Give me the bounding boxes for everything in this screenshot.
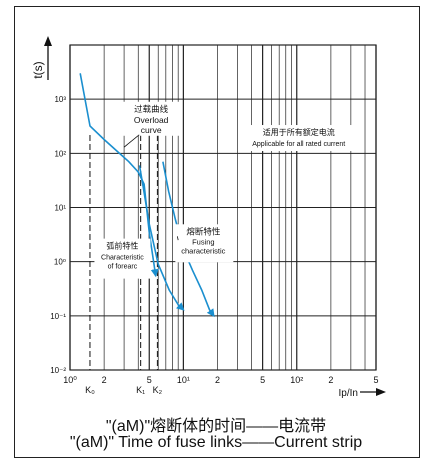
overload-label-en-1: Overload	[134, 115, 169, 125]
y-tick-label: 10³	[54, 95, 66, 104]
applicable-label-bg	[244, 125, 355, 152]
fusing-label-zh: 熔断特性	[186, 226, 221, 236]
x-tick-label: 2	[328, 375, 333, 385]
overload-label-zh: 过载曲线	[134, 104, 169, 114]
y-tick-label: 10²	[54, 149, 66, 158]
overload-leader-line	[123, 134, 140, 148]
plot-border	[69, 44, 377, 371]
forearc-label-en-1: Characteristic	[101, 255, 144, 262]
overload-label-en-2: curve	[141, 125, 162, 135]
curve-forearc	[138, 165, 185, 311]
fusing-label-en-1: Fusing	[192, 237, 215, 246]
k-marker-label: K₂	[153, 385, 163, 395]
forearc-label-zh: 弧前特性	[106, 241, 138, 251]
k-marker-label: K₀	[85, 385, 95, 395]
applicable-label-zh: 适用于所有额定电流	[263, 127, 335, 137]
x-tick-label: 2	[102, 375, 107, 385]
y-tick-label: 10⁻¹	[50, 312, 66, 321]
x-tick-label: 5	[373, 375, 378, 385]
y-tick-label: 10¹	[54, 204, 66, 213]
x-tick-label: 10²	[290, 375, 303, 385]
forearc-label-en-2: of forearc	[108, 264, 138, 271]
forearc-label-bg	[94, 238, 151, 279]
x-axis-label: Ip/In	[339, 388, 358, 399]
k-marker-label: K₁	[136, 385, 145, 395]
x-axis-arrowhead	[376, 388, 386, 396]
y-axis-label: t(s)	[31, 61, 45, 78]
caption-english: "(aM)" Time of fuse links——Current strip	[69, 434, 363, 451]
x-tick-label: 10⁰	[63, 375, 77, 385]
overload-label-bg	[123, 101, 180, 136]
fusing-leader-line	[176, 236, 179, 241]
time-current-chart: t(s) 10⁻² 10⁻¹ 10⁰ 10¹ 10² 10³ 10⁰ 2 5 10¹ 2 5 10² 2 5 I…	[31, 36, 386, 399]
x-tick-label: 10¹	[177, 375, 190, 385]
y-axis-arrowhead	[44, 36, 52, 46]
x-tick-label: 5	[147, 375, 152, 385]
y-tick-label: 10⁻²	[50, 366, 66, 375]
fusing-label-en-2: characteristic	[181, 246, 225, 255]
x-tick-label: 5	[260, 375, 265, 385]
x-tick-label: 2	[215, 375, 220, 385]
y-tick-label: 10⁰	[54, 258, 66, 267]
caption-chinese: "(aM)"熔断体的时间——电流带	[105, 418, 327, 435]
fusing-label-bg	[175, 224, 234, 263]
applicable-label-en: Applicable for all rated current	[252, 141, 345, 148]
